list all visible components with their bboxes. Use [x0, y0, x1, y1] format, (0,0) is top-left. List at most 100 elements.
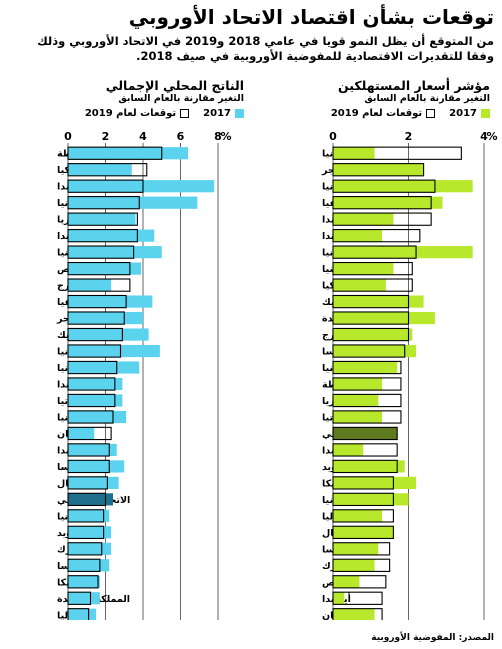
gdp-tick-label: 6 — [177, 130, 185, 143]
charts-canvas: 024%رومانياالمجرإستونيالاتفيابولنداهولند… — [56, 130, 498, 620]
gdp-bar-2017 — [68, 196, 198, 209]
gdp-bar-2017 — [68, 575, 100, 588]
gdp-bar-forecast-2019 — [67, 245, 135, 259]
gdp-axis-unit: % — [220, 130, 231, 143]
cpi-bar-forecast-2019 — [332, 245, 417, 259]
cpi-bar-forecast-2019 — [332, 278, 413, 292]
cpi-chart: 024%رومانياالمجرإستونيالاتفيابولنداهولند… — [321, 130, 498, 620]
gdp-bar-2017 — [68, 377, 123, 391]
gdp-bar-forecast-2019 — [67, 261, 131, 276]
gdp-tick-label: 4 — [139, 130, 147, 143]
gdp-chart: 02468%مالطةسلوفاكياأيرلندارومانيابلغاريا… — [56, 130, 232, 620]
gdp-bar-forecast-2019 — [67, 294, 127, 309]
gdp-panel-title: الناتج المحلي الإجمالي — [105, 78, 244, 93]
gdp-bar-2017 — [68, 163, 132, 176]
gdp-legend-2017-label: 2017 — [203, 108, 231, 119]
cpi-bar-2017 — [333, 460, 405, 473]
cpi-bar-2017 — [333, 180, 473, 193]
cpi-bar-2017 — [333, 592, 345, 605]
cpi-bar-forecast-2019 — [332, 163, 425, 177]
cpi-tick-label: 4 — [480, 130, 488, 143]
gdp-bar-forecast-2019 — [67, 426, 112, 441]
cpi-bar-forecast-2019 — [332, 360, 402, 375]
gdp-bar-2017 — [68, 526, 112, 539]
gdp-bar-forecast-2019 — [67, 344, 122, 358]
gdp-bar-forecast-2019 — [67, 311, 125, 325]
gdp-bar-forecast-2019 — [67, 163, 148, 177]
cpi-bar-2017 — [333, 163, 424, 176]
gdp-bar-2017 — [68, 509, 110, 522]
gdp-bar-forecast-2019 — [67, 229, 138, 243]
cpi-bar-2017 — [333, 295, 424, 308]
gdp-bar-forecast-2019 — [67, 509, 105, 523]
gdp-bar-forecast-2019 — [67, 278, 131, 292]
cpi-bar-forecast-2019 — [332, 459, 398, 474]
cpi-bar-forecast-2019 — [332, 179, 436, 193]
gdp-bar-forecast-2019 — [67, 360, 118, 375]
cpi-legend-2017-label: 2017 — [449, 108, 477, 119]
gdp-bar-forecast-2019 — [67, 542, 103, 556]
gdp-bar-forecast-2019 — [67, 558, 101, 572]
cpi-bar-forecast-2019 — [332, 492, 394, 507]
cpi-bar-forecast-2019 — [332, 426, 398, 441]
gdp-bar-2017 — [68, 443, 117, 457]
cpi-legend: 2017 توقعات لعام 2019 — [331, 108, 490, 119]
gdp-bar-forecast-2019 — [67, 443, 110, 457]
page-subtitle: من المتوقع أن يظل النمو قويا في عامي 201… — [37, 34, 494, 63]
cpi-bar-2017 — [333, 279, 386, 292]
cpi-bar-forecast-2019 — [332, 410, 402, 424]
gdp-bar-2017-highlight — [68, 493, 113, 506]
cpi-bar-forecast-2019 — [332, 261, 413, 276]
cpi-bar-2017 — [333, 443, 364, 457]
cpi-bar-2017 — [333, 147, 375, 160]
cpi-bar-forecast-2019 — [332, 509, 394, 523]
cpi-bar-2017-highlight — [333, 427, 398, 440]
cpi-bar-forecast-2019 — [332, 229, 421, 243]
cpi-bar-2017 — [333, 196, 443, 209]
gdp-bar-2017 — [68, 213, 136, 226]
gdp-bar-2017 — [68, 592, 100, 605]
gdp-panel-subtitle: التغير مقارنة بالعام السابق — [118, 93, 244, 104]
cpi-bar-2017 — [333, 509, 383, 522]
gdp-tick-label: 0 — [64, 130, 72, 143]
cpi-bar-2017 — [333, 410, 383, 424]
cpi-bar-2017 — [333, 246, 473, 259]
cpi-bar-forecast-2019 — [332, 525, 394, 539]
gdp-bar-forecast-2019 — [67, 492, 107, 507]
gdp-bar-forecast-2019 — [67, 476, 108, 490]
gdp-bar-2017 — [68, 476, 119, 489]
cpi-bar-forecast-2019 — [332, 344, 406, 358]
cpi-bar-2017 — [333, 493, 409, 506]
cpi-bar-2017 — [333, 262, 394, 275]
cpi-tick-label: 0 — [329, 130, 337, 143]
gdp-bar-2017 — [68, 460, 125, 473]
cpi-bar-2017 — [333, 377, 383, 391]
gdp-bar-2017 — [68, 180, 215, 193]
gdp-bar-2017 — [68, 311, 143, 325]
gdp-bar-2017 — [68, 147, 188, 160]
gdp-bar-forecast-2019 — [67, 608, 90, 620]
cpi-bar-2017 — [333, 328, 413, 341]
source-note: المصدر: المفوضية الأوروبية — [371, 633, 494, 643]
cpi-bar-2017 — [333, 229, 383, 242]
cpi-bar-forecast-2019 — [332, 542, 391, 556]
gdp-bar-2017 — [68, 246, 162, 259]
gdp-bar-forecast-2019 — [67, 212, 138, 226]
gdp-legend: 2017 توقعات لعام 2019 — [85, 108, 244, 119]
cpi-bar-forecast-2019 — [332, 377, 402, 391]
gdp-bar-2017 — [68, 229, 155, 242]
page-title: توقعات بشأن اقتصاد الاتحاد الأوروبي — [128, 5, 494, 29]
cpi-legend-2017-swatch — [481, 109, 490, 118]
cpi-bar-2017 — [333, 608, 375, 620]
cpi-bar-2017 — [333, 542, 379, 555]
cpi-bar-forecast-2019 — [332, 591, 383, 605]
cpi-bar-forecast-2019 — [332, 212, 432, 226]
gdp-bar-forecast-2019 — [67, 459, 110, 474]
gdp-bar-2017 — [68, 410, 127, 424]
gdp-bar-forecast-2019 — [67, 377, 116, 391]
cpi-bar-forecast-2019 — [332, 311, 410, 325]
gdp-bar-2017 — [68, 279, 112, 292]
cpi-bar-2017 — [333, 526, 394, 539]
gdp-bar-2017 — [68, 262, 142, 275]
cpi-bar-forecast-2019 — [332, 294, 410, 309]
